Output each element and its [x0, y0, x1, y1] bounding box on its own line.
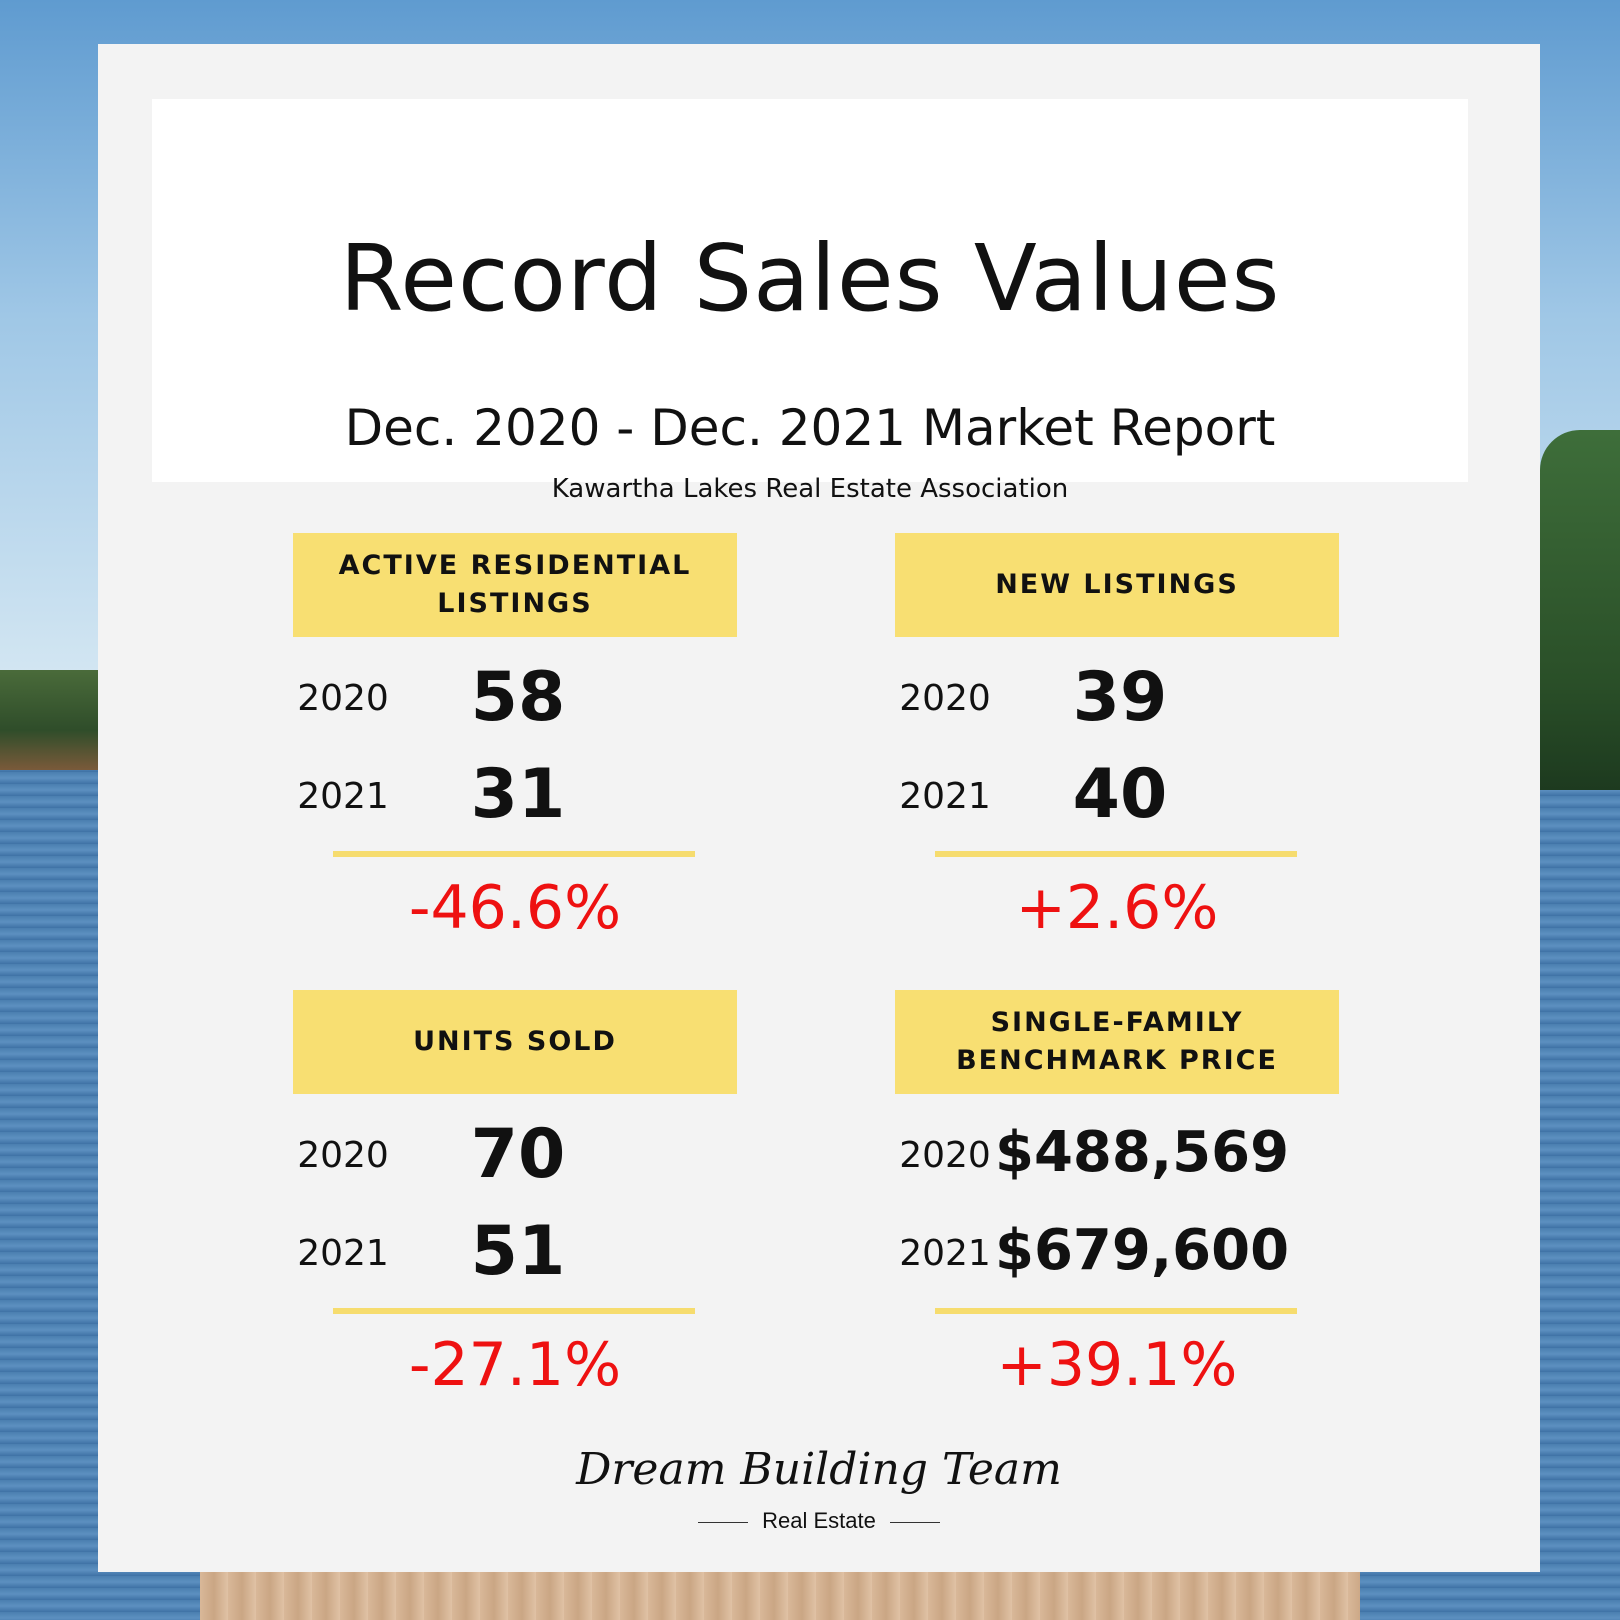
logo-rule-left — [698, 1521, 749, 1523]
panel-label: NEW LISTINGS — [895, 533, 1339, 637]
value-2020: 70 — [470, 1115, 566, 1194]
year-2020-label: 2020 — [297, 678, 389, 719]
organization-name: Kawartha Lakes Real Estate Association — [551, 474, 1069, 504]
divider-line — [333, 851, 695, 857]
brand-subtext-label: Real Estate — [762, 1508, 876, 1533]
dock-background — [200, 1570, 1360, 1620]
panel-label-line1: UNITS SOLD — [413, 1026, 617, 1057]
panel-label-line2: BENCHMARK PRICE — [956, 1045, 1278, 1076]
year-2021-label: 2021 — [899, 1233, 991, 1274]
percent-change: +39.1% — [996, 1330, 1238, 1400]
stat-panel-active-listings: ACTIVE RESIDENTIAL LISTINGS 2020 58 2021… — [293, 533, 737, 963]
value-2020: 39 — [1072, 658, 1168, 737]
stat-panel-benchmark-price: SINGLE-FAMILY BENCHMARK PRICE 2020 $488,… — [895, 990, 1339, 1420]
panel-label: SINGLE-FAMILY BENCHMARK PRICE — [895, 990, 1339, 1094]
stat-panel-new-listings: NEW LISTINGS 2020 39 2021 40 +2.6% — [895, 533, 1339, 963]
percent-change: -46.6% — [408, 873, 622, 943]
percent-change: +2.6% — [1015, 873, 1219, 943]
value-2020: $488,569 — [995, 1120, 1290, 1185]
year-2021-label: 2021 — [297, 1233, 389, 1274]
value-2020: 58 — [470, 658, 566, 737]
logo-rule-right — [889, 1521, 940, 1523]
panel-label-line2: LISTINGS — [437, 588, 593, 619]
page-title: Record Sales Values — [339, 225, 1281, 332]
divider-line — [935, 851, 1297, 857]
year-2020-label: 2020 — [899, 678, 991, 719]
shoreline-trees-left — [0, 670, 100, 770]
report-subtitle: Dec. 2020 - Dec. 2021 Market Report — [344, 399, 1276, 457]
shoreline-trees-right — [1540, 430, 1620, 790]
report-card: Record Sales Values Dec. 2020 - Dec. 202… — [98, 44, 1540, 1572]
year-2021-label: 2021 — [297, 776, 389, 817]
value-2021: 40 — [1072, 755, 1168, 834]
year-2020-label: 2020 — [297, 1135, 389, 1176]
value-2021: 31 — [470, 755, 566, 834]
panel-label-line1: NEW LISTINGS — [995, 569, 1239, 600]
panel-label-line1: SINGLE-FAMILY — [990, 1007, 1244, 1038]
divider-line — [935, 1308, 1297, 1314]
value-2021: 51 — [470, 1212, 566, 1291]
stat-panel-units-sold: UNITS SOLD 2020 70 2021 51 -27.1% — [293, 990, 737, 1420]
panel-label-line1: ACTIVE RESIDENTIAL — [338, 550, 692, 581]
panel-label: UNITS SOLD — [293, 990, 737, 1094]
brand-logo: Dream Building Team — [576, 1444, 1062, 1495]
divider-line — [333, 1308, 695, 1314]
percent-change: -27.1% — [408, 1330, 622, 1400]
panel-label: ACTIVE RESIDENTIAL LISTINGS — [293, 533, 737, 637]
year-2021-label: 2021 — [899, 776, 991, 817]
value-2021: $679,600 — [995, 1218, 1290, 1283]
brand-logo-subtext: Real Estate — [98, 1508, 1540, 1534]
year-2020-label: 2020 — [899, 1135, 991, 1176]
title-box: Record Sales Values Dec. 2020 - Dec. 202… — [152, 99, 1468, 504]
